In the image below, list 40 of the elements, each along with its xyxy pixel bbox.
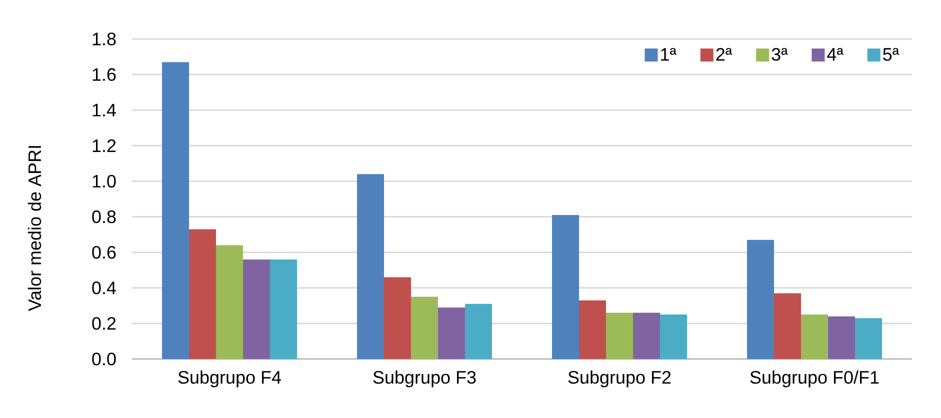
- bar: [828, 316, 856, 359]
- x-tick-label: Subgrupo F0/F1: [750, 370, 879, 388]
- y-tick-label: 1.8: [92, 32, 116, 46]
- bar: [747, 240, 774, 359]
- bar: [552, 215, 580, 359]
- bar: [162, 62, 190, 359]
- bar: [579, 300, 606, 359]
- bar: [357, 174, 384, 359]
- bar: [243, 259, 270, 359]
- legend-label: 2ª: [716, 48, 732, 61]
- y-axis-title: Valor medio de APRI: [28, 146, 42, 312]
- y-tick-label: 0.4: [92, 282, 116, 294]
- bar: [411, 296, 438, 359]
- bar: [774, 293, 802, 359]
- bar: [189, 229, 216, 359]
- x-tick-label: Subgrupo F2: [568, 370, 671, 388]
- bar: [660, 314, 688, 359]
- y-tick-label: 0.6: [92, 246, 116, 259]
- bar: [465, 304, 492, 359]
- y-tick-label: 1.4: [92, 104, 116, 116]
- x-tick-label: Subgrupo F3: [373, 370, 476, 388]
- legend-label: 4ª: [827, 48, 844, 61]
- bar: [216, 245, 244, 359]
- bar: [384, 277, 412, 359]
- bar: [633, 312, 660, 359]
- y-tick-label: 0.8: [92, 210, 116, 224]
- bar: [270, 259, 298, 359]
- legend-label: 1ª: [661, 48, 676, 61]
- bar: [438, 307, 466, 359]
- y-tick-label: 0.0: [92, 352, 116, 366]
- bar: [855, 318, 882, 359]
- bar: [606, 312, 634, 359]
- y-tick-label: 1.6: [92, 68, 116, 81]
- y-tick-label: 1.2: [92, 139, 116, 152]
- x-tick-label: Subgrupo F4: [178, 370, 281, 388]
- bar: [801, 314, 828, 359]
- y-tick-label: 0.2: [92, 317, 116, 330]
- y-tick-label: 1.0: [92, 174, 116, 188]
- legend-label: 3ª: [772, 48, 788, 61]
- legend-label: 5ª: [883, 48, 900, 61]
